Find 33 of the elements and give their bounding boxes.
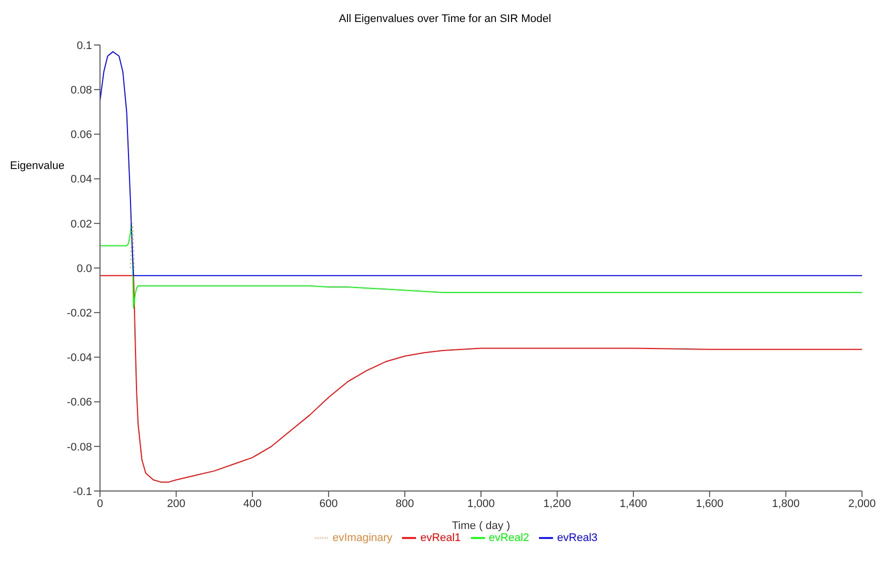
x-tick-label: 400 (243, 498, 262, 510)
legend-label: evReal2 (488, 532, 530, 544)
line-series (100, 222, 862, 309)
x-tick-label: 0 (96, 498, 104, 510)
chart-title: All Eigenvalues over Time for an SIR Model (338, 12, 552, 27)
x-tick-label: 800 (396, 498, 414, 510)
y-tick-label: -0.02 (66, 308, 92, 320)
legend-label: evReal3 (557, 532, 598, 544)
y-tick-label: -0.06 (66, 396, 92, 409)
y-tick-label: -0.1 (73, 486, 92, 498)
x-tick-label: 600 (319, 498, 338, 510)
x-tick-label: 1,600 (696, 498, 724, 510)
x-axis-title: Time ( day ) (452, 520, 510, 532)
y-tick-label: 0.08 (70, 84, 92, 97)
y-tick-label: -0.08 (66, 441, 92, 454)
line-series (130, 222, 135, 268)
y-tick-label: 0.0 (76, 262, 92, 275)
x-tick-label: 1,800 (772, 498, 800, 510)
legend-label: evImaginary (332, 532, 392, 544)
line-series (100, 51, 862, 276)
y-tick-label: 0.04 (70, 174, 92, 186)
x-tick-label: 2,000 (848, 498, 876, 510)
legend-label: evReal1 (420, 532, 461, 544)
x-tick-label: 1,400 (620, 498, 648, 510)
x-tick-label: 1,200 (543, 498, 571, 510)
x-tick-label: 1,000 (467, 498, 495, 510)
y-tick-label: 0.02 (70, 218, 92, 230)
y-axis-title: Eigenvalue (10, 160, 64, 172)
y-tick-label: -0.04 (66, 352, 92, 364)
y-tick-label: 0.06 (70, 129, 92, 142)
x-tick-label: 200 (167, 498, 186, 510)
y-tick-label: 0.1 (76, 40, 92, 52)
line-series (100, 275, 862, 483)
